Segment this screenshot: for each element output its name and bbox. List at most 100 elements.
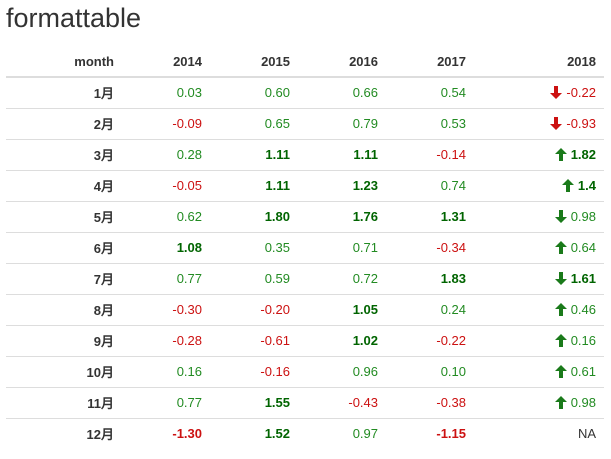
table-row: 11月 0.77 1.55 -0.43 -0.38 0.98: [6, 386, 604, 418]
cell-month: 7月: [6, 262, 122, 294]
cell-value: 1.11: [210, 169, 298, 201]
page-title: formattable: [6, 3, 142, 33]
header-2017[interactable]: 2017: [386, 46, 474, 78]
table-row: 6月 1.08 0.35 0.71 -0.34 0.64: [6, 231, 604, 263]
cell-2018-value: -0.22: [566, 85, 596, 101]
cell-value: 0.16: [122, 355, 210, 387]
cell-2018: 1.61: [474, 262, 604, 294]
cell-month: 2月: [6, 107, 122, 139]
up-green-icon: [554, 241, 567, 254]
cell-2018-value: 1.4: [577, 178, 596, 193]
cell-value: -0.05: [122, 169, 210, 201]
up-green-icon: [561, 179, 574, 192]
cell-value: 0.96: [298, 355, 386, 387]
down-green-icon: [554, 272, 567, 285]
cell-month: 5月: [6, 200, 122, 232]
cell-value: 0.74: [386, 169, 474, 201]
cell-value: 0.59: [210, 262, 298, 294]
cell-value: 0.65: [210, 107, 298, 139]
cell-2018-value: 1.82: [570, 147, 596, 162]
cell-2018-value: 0.61: [570, 364, 596, 379]
cell-value: 0.66: [352, 85, 378, 101]
header-2018[interactable]: 2018: [474, 46, 604, 78]
cell-2018-value: -0.93: [566, 116, 596, 131]
cell-2018-value: NA: [577, 426, 596, 442]
up-green-icon: [554, 396, 567, 409]
cell-value: 1.52: [210, 417, 298, 449]
cell-value: 1.05: [298, 293, 386, 325]
table-row: 12月 -1.30 1.52 0.97 -1.15 NA: [6, 417, 604, 449]
cell-value: -0.34: [386, 231, 474, 263]
down-red-icon: [550, 117, 563, 130]
header-month[interactable]: month: [6, 46, 122, 78]
cell-value: 0.71: [298, 231, 386, 263]
cell-2018: 1.82: [474, 138, 604, 170]
cell-value: 1.80: [210, 200, 298, 232]
table-row: 1月 0.03 0.60 0.66 0.54 -0.22: [6, 77, 604, 108]
up-green-icon: [554, 334, 567, 347]
cell-2018-value: 0.46: [570, 302, 596, 317]
table-row: 5月 0.62 1.80 1.76 1.31 0.98: [6, 200, 604, 232]
table-body: 1月 0.03 0.60 0.66 0.54 -0.22 2月 -0.09 0.65 0.79 0.…: [6, 77, 604, 449]
cell-value: 0.97: [298, 417, 386, 449]
cell-month: 3月: [6, 138, 122, 170]
cell-value: -0.16: [210, 355, 298, 387]
cell-value: 0.03: [176, 85, 202, 101]
cell-value: 1.76: [298, 200, 386, 232]
cell-month: 8月: [6, 293, 122, 325]
cell-2018-value: 0.98: [570, 209, 596, 224]
header-2014[interactable]: 2014: [122, 46, 210, 78]
cell-value: -0.43: [298, 386, 386, 418]
cell-value: 0.77: [122, 386, 210, 418]
up-green-icon: [554, 303, 567, 316]
cell-month: 1月: [93, 86, 114, 102]
cell-2018: 0.16: [474, 324, 604, 356]
cell-value: -0.22: [386, 324, 474, 356]
cell-month: 10月: [6, 355, 122, 387]
cell-value: 0.54: [440, 85, 466, 101]
cell-month: 12月: [6, 417, 122, 449]
down-red-icon: [550, 86, 563, 100]
cell-value: 0.72: [298, 262, 386, 294]
cell-value: -0.14: [386, 138, 474, 170]
cell-value: 0.24: [386, 293, 474, 325]
cell-value: 1.11: [210, 138, 298, 170]
cell-value: 1.11: [298, 138, 386, 170]
cell-value: 0.79: [298, 107, 386, 139]
cell-2018: 0.46: [474, 293, 604, 325]
cell-2018: NA: [474, 417, 604, 449]
table-row: 10月 0.16 -0.16 0.96 0.10 0.61: [6, 355, 604, 387]
cell-value: 1.31: [386, 200, 474, 232]
cell-2018-value: 0.64: [570, 240, 596, 255]
cell-2018: -0.22: [474, 77, 604, 108]
header-2016[interactable]: 2016: [298, 46, 386, 78]
cell-2018: 0.98: [474, 386, 604, 418]
cell-value: -0.20: [210, 293, 298, 325]
cell-value: 1.08: [122, 231, 210, 263]
cell-value: 1.02: [298, 324, 386, 356]
down-green-icon: [554, 210, 567, 223]
cell-value: 0.28: [122, 138, 210, 170]
cell-value: -0.28: [122, 324, 210, 356]
cell-value: 1.83: [386, 262, 474, 294]
cell-value: -0.30: [122, 293, 210, 325]
cell-2018-value: 1.61: [570, 271, 596, 286]
cell-value: 1.55: [210, 386, 298, 418]
table-row: 2月 -0.09 0.65 0.79 0.53 -0.93: [6, 107, 604, 139]
up-green-icon: [554, 365, 567, 378]
cell-value: 1.23: [298, 169, 386, 201]
cell-2018: 0.64: [474, 231, 604, 263]
table-row: 7月 0.77 0.59 0.72 1.83 1.61: [6, 262, 604, 294]
cell-2018: -0.93: [474, 107, 604, 139]
table-row: 4月 -0.05 1.11 1.23 0.74 1.4: [6, 169, 604, 201]
cell-value: 0.35: [210, 231, 298, 263]
header-2015[interactable]: 2015: [210, 46, 298, 78]
cell-value: 0.53: [386, 107, 474, 139]
cell-2018-value: 0.16: [570, 333, 596, 348]
cell-value: -0.61: [210, 324, 298, 356]
cell-month: 9月: [6, 324, 122, 356]
cell-2018: 1.4: [474, 169, 604, 201]
header-row: month 2014 2015 2016 2017 2018: [6, 46, 604, 78]
cell-2018: 0.98: [474, 200, 604, 232]
